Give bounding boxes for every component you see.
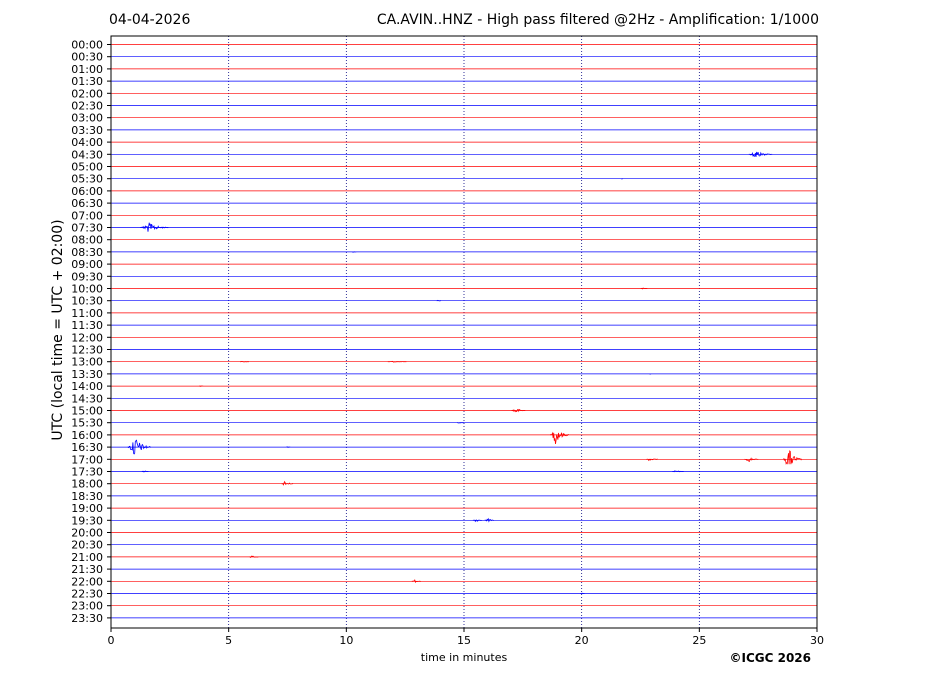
row-tick-label: 17:30 <box>71 466 103 479</box>
row-tick-label: 16:30 <box>71 441 103 454</box>
seismic-event <box>140 222 169 232</box>
plot-frame <box>110 35 818 629</box>
seismic-event <box>249 555 259 558</box>
row-tick-label: 12:30 <box>71 344 103 357</box>
row-tick-label: 10:30 <box>71 295 103 308</box>
row-tick-label: 05:00 <box>71 161 103 174</box>
x-tick-label: 10 <box>339 634 353 647</box>
seismic-event <box>511 408 526 413</box>
seismic-event <box>646 458 658 462</box>
row-tick-label: 14:00 <box>71 380 103 393</box>
row-tick-label: 19:00 <box>71 502 103 515</box>
seismic-event <box>744 457 759 463</box>
row-tick-label: 09:30 <box>71 270 103 283</box>
row-tick-label: 12:00 <box>71 331 103 344</box>
date-label: 04-04-2026 <box>109 12 191 28</box>
x-tick-label: 15 <box>457 634 471 647</box>
row-tick-label: 08:30 <box>71 246 103 259</box>
row-tick-label: 04:30 <box>71 148 103 161</box>
x-tick-label: 20 <box>575 634 589 647</box>
seismic-event <box>436 299 441 302</box>
seismic-event <box>457 422 464 424</box>
row-tick-label: 02:00 <box>71 87 103 100</box>
row-tick-label: 13:00 <box>71 356 103 369</box>
x-tick-label: 25 <box>692 634 706 647</box>
row-tick-label: 16:00 <box>71 429 103 442</box>
row-tick-label: 13:30 <box>71 368 103 381</box>
row-tick-label: 05:30 <box>71 173 103 186</box>
seismic-event <box>484 517 494 523</box>
row-tick-label: 18:00 <box>71 478 103 491</box>
row-tick-label: 21:30 <box>71 563 103 576</box>
row-tick-label: 11:30 <box>71 319 103 332</box>
seismic-event <box>411 579 421 584</box>
row-tick-label: 22:30 <box>71 588 103 601</box>
seismic-event <box>387 360 407 363</box>
x-axis-label: time in minutes <box>420 651 508 664</box>
seismic-event <box>127 439 151 455</box>
seismic-event <box>748 151 773 157</box>
row-tick-label: 07:30 <box>71 222 103 235</box>
row-tick-label: 20:00 <box>71 527 103 540</box>
row-tick-label: 07:00 <box>71 209 103 222</box>
row-tick-label: 15:30 <box>71 417 103 430</box>
row-tick-label: 06:30 <box>71 197 103 210</box>
seismic-event <box>640 287 648 290</box>
row-tick-label: 08:00 <box>71 234 103 247</box>
seismic-event <box>286 446 291 448</box>
seismic-event <box>549 431 569 445</box>
row-tick-label: 09:00 <box>71 258 103 271</box>
seismic-event <box>672 470 684 473</box>
row-tick-label: 15:00 <box>71 405 103 418</box>
seismic-event <box>281 480 294 486</box>
row-tick-label: 00:30 <box>71 51 103 64</box>
row-tick-label: 03:00 <box>71 112 103 125</box>
row-tick-label: 21:00 <box>71 551 103 564</box>
row-tick-label: 00:00 <box>71 39 103 52</box>
row-tick-label: 17:00 <box>71 453 103 466</box>
x-tick-label: 30 <box>810 634 824 647</box>
row-tick-label: 14:30 <box>71 392 103 405</box>
seismic-event <box>782 450 803 465</box>
row-tick-label: 10:00 <box>71 283 103 296</box>
row-tick-label: 23:30 <box>71 612 103 625</box>
seismic-event <box>198 385 204 388</box>
chart-title: CA.AVIN..HNZ - High pass filtered @2Hz -… <box>376 12 819 28</box>
seismic-event <box>472 519 482 523</box>
row-tick-label: 02:30 <box>71 100 103 113</box>
row-tick-label: 18:30 <box>71 490 103 503</box>
x-tick-label: 0 <box>108 634 115 647</box>
row-tick-label: 20:30 <box>71 539 103 552</box>
row-tick-label: 11:00 <box>71 307 103 320</box>
copyright-label: ©ICGC 2026 <box>729 651 811 665</box>
row-tick-label: 22:00 <box>71 575 103 588</box>
x-tick-label: 5 <box>225 634 232 647</box>
row-tick-label: 01:30 <box>71 75 103 88</box>
row-tick-label: 03:30 <box>71 124 103 137</box>
seismic-event <box>141 470 149 473</box>
row-tick-label: 06:00 <box>71 185 103 198</box>
row-tick-label: 19:30 <box>71 514 103 527</box>
row-tick-label: 23:00 <box>71 600 103 613</box>
row-tick-label: 04:00 <box>71 136 103 149</box>
row-tick-label: 01:00 <box>71 63 103 76</box>
